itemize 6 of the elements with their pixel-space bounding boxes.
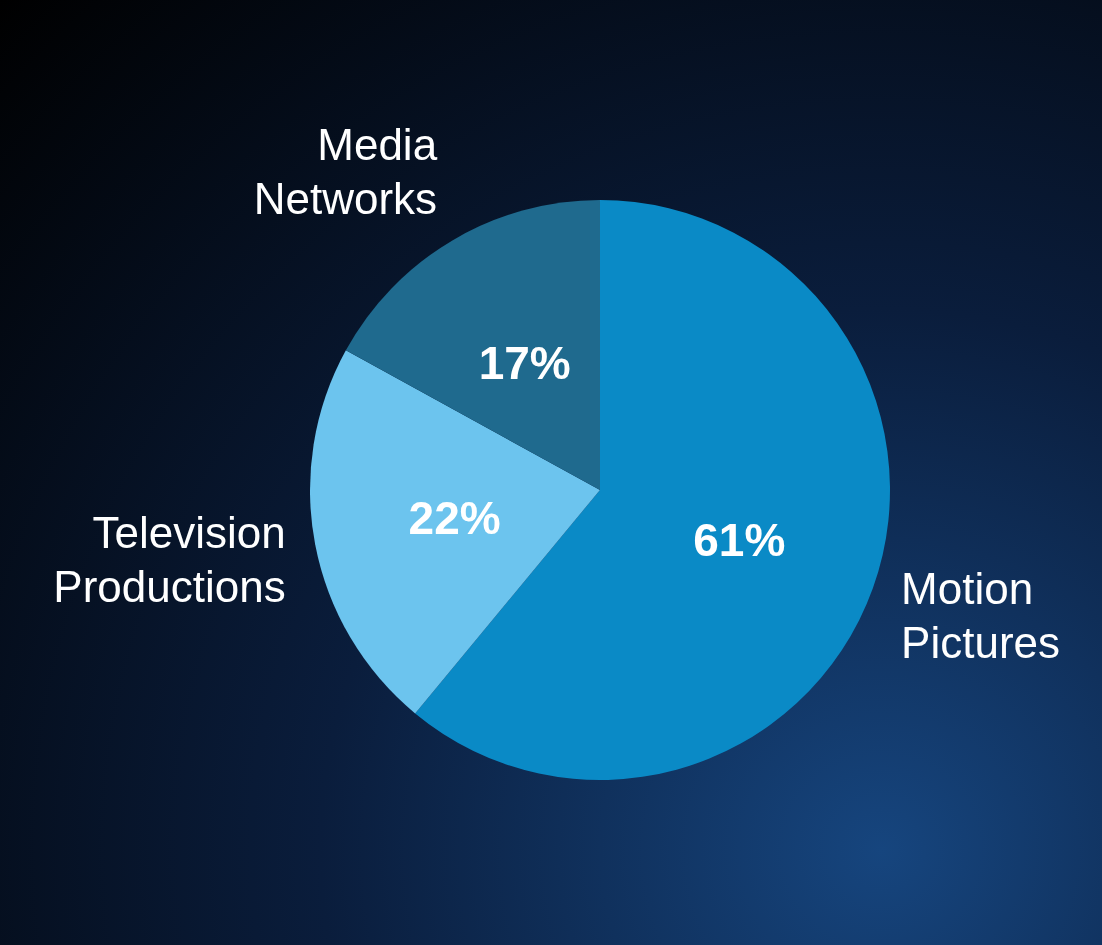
slice-label: Media Networks	[253, 120, 438, 224]
slice-label: Television Productions	[53, 507, 286, 611]
data-label: 61%	[693, 514, 786, 567]
data-label: 22%	[408, 491, 501, 544]
data-label: 17%	[478, 336, 571, 389]
slice-label: Motion Pictures	[901, 563, 1061, 667]
